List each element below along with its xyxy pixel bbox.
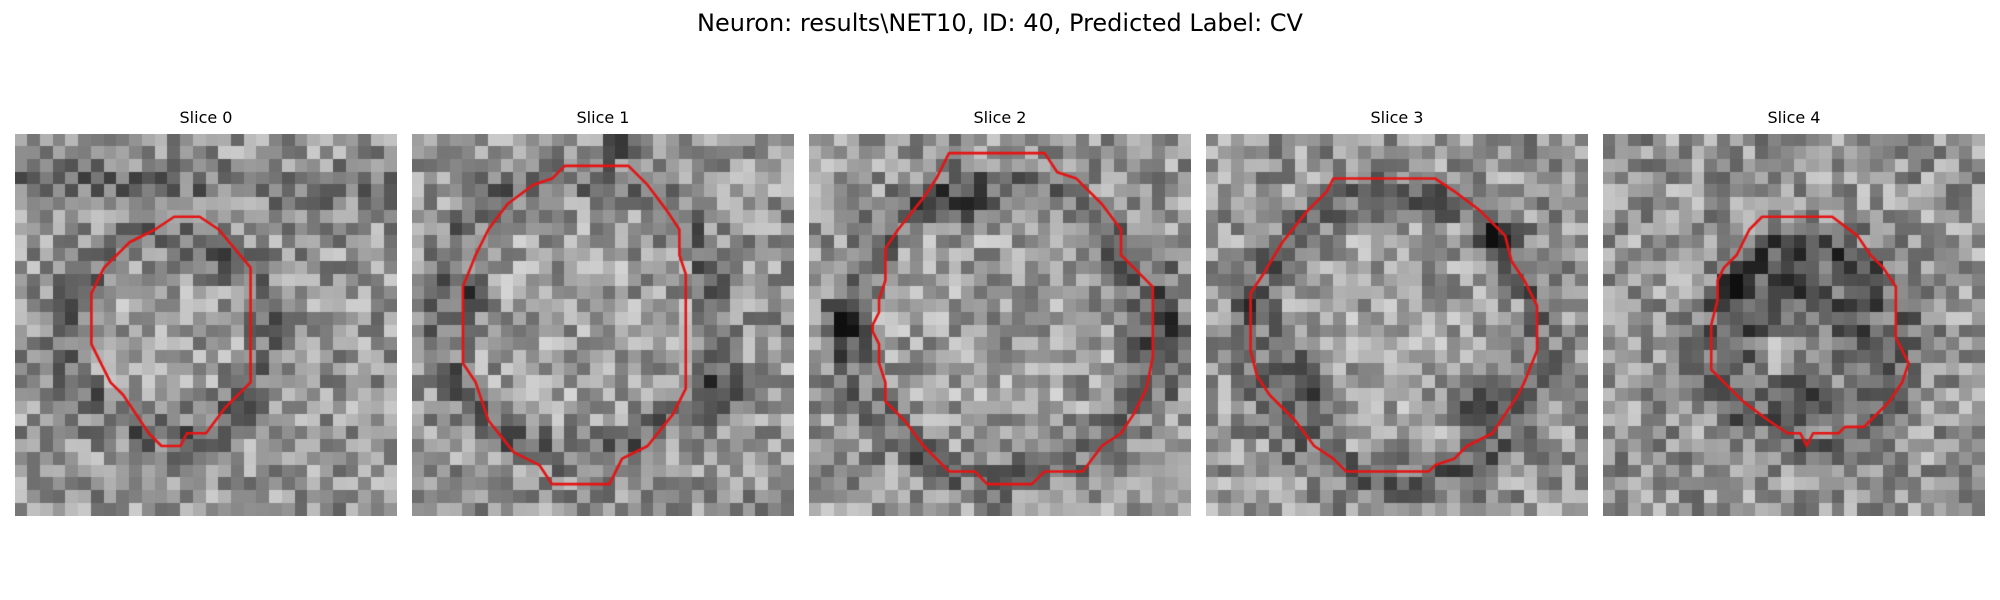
- slice-panel-1: Slice 1: [412, 108, 794, 516]
- slice-title: Slice 2: [973, 108, 1027, 127]
- slice-panel-4: Slice 4: [1603, 108, 1985, 516]
- slice-image: [1603, 134, 1985, 516]
- slice-panel-3: Slice 3: [1206, 108, 1588, 516]
- slice-image: [412, 134, 794, 516]
- slice-image: [809, 134, 1191, 516]
- slice-title: Slice 1: [576, 108, 630, 127]
- slice-title: Slice 0: [179, 108, 233, 127]
- slice-title: Slice 3: [1370, 108, 1424, 127]
- slice-image: [1206, 134, 1588, 516]
- slice-title: Slice 4: [1767, 108, 1821, 127]
- slice-image: [15, 134, 397, 516]
- slice-panel-0: Slice 0: [15, 108, 397, 516]
- figure-title: Neuron: results\NET10, ID: 40, Predicted…: [697, 9, 1303, 37]
- slice-panel-2: Slice 2: [809, 108, 1191, 516]
